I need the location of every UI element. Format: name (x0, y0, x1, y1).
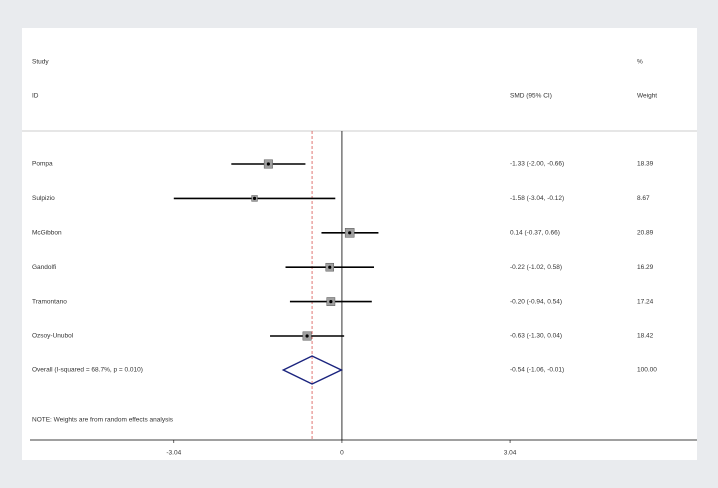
overall-weight-label: 100.00 (637, 367, 657, 374)
weight-label: 18.42 (637, 333, 654, 340)
x-tick-label: 0 (340, 450, 344, 457)
study-label: Gandolfi (32, 264, 56, 271)
header-effect: SMD (95% CI) (510, 93, 552, 100)
header-percent: % (637, 59, 643, 66)
point-estimate (305, 334, 309, 338)
point-estimate (328, 265, 332, 269)
header-id: ID (32, 93, 39, 100)
effect-label: -1.33 (-2.00, -0.66) (510, 161, 564, 168)
plot-area (22, 28, 697, 460)
effect-label: -1.58 (-3.04, -0.12) (510, 195, 564, 202)
weight-label: 16.29 (637, 264, 654, 271)
effect-label: -0.63 (-1.30, 0.04) (510, 333, 562, 340)
weight-label: 8.67 (637, 195, 650, 202)
study-label: Pompa (32, 161, 53, 168)
header-study: Study (32, 59, 49, 66)
point-estimate (266, 162, 270, 166)
study-label: Sulpizio (32, 195, 55, 202)
point-estimate (348, 231, 352, 235)
overall-diamond (281, 355, 344, 385)
study-label: Tramontano (32, 298, 67, 305)
point-estimate (329, 300, 333, 304)
effect-label: -0.22 (-1.02, 0.58) (510, 264, 562, 271)
effect-label: 0.14 (-0.37, 0.66) (510, 230, 560, 237)
effect-label: -0.20 (-0.94, 0.54) (510, 298, 562, 305)
weight-label: 17.24 (637, 298, 654, 305)
weight-label: 20.89 (637, 230, 654, 237)
x-tick-label: -3.04 (166, 450, 181, 457)
study-label: McGibbon (32, 230, 62, 237)
x-tick-label: 3.04 (504, 450, 517, 457)
weight-label: 18.39 (637, 161, 654, 168)
overall-label: Overall (I-squared = 68.7%, p = 0.010) (32, 367, 143, 374)
point-estimate (252, 196, 257, 200)
overall-effect-label: -0.54 (-1.06, -0.01) (510, 367, 564, 374)
header-weight: Weight (637, 93, 657, 100)
note: NOTE: Weights are from random effects an… (32, 417, 174, 424)
study-label: Ozsoy-Unubol (32, 333, 74, 340)
